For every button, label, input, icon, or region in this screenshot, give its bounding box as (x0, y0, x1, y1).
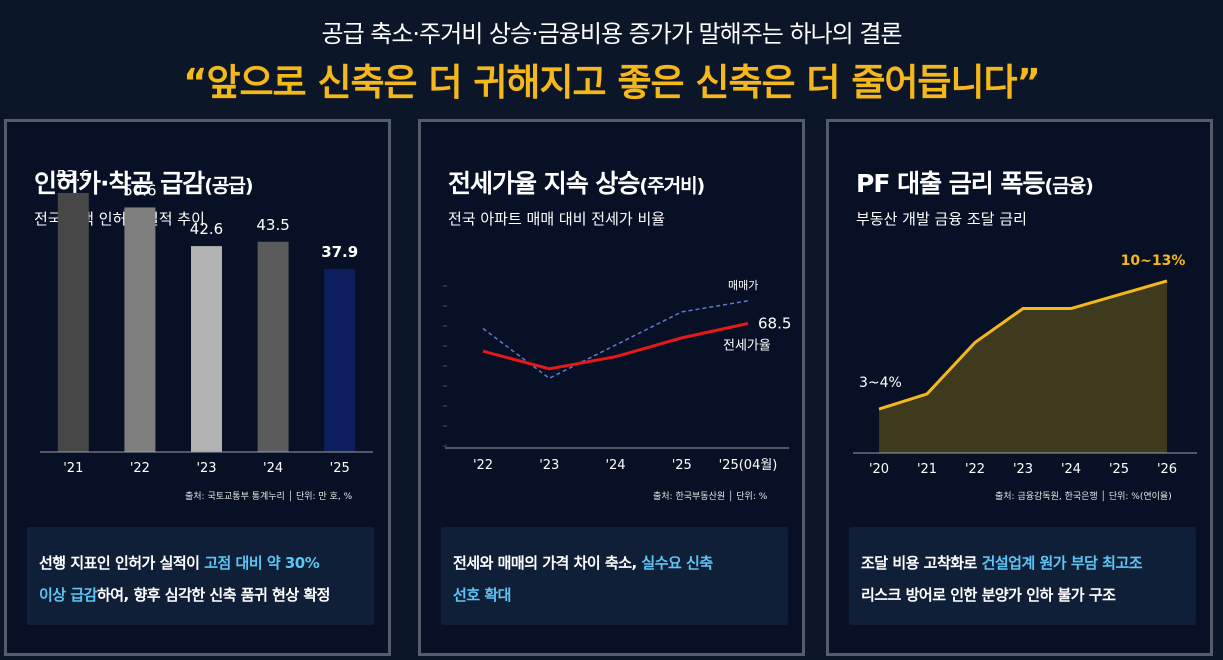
bar-value-label: 43.5 (256, 216, 289, 234)
bar-value-label: 50.6 (123, 181, 156, 199)
x-tick-label: '23 (196, 461, 216, 476)
series-line (878, 279, 1168, 411)
jeonse-ratio-line-chart: 매매가 68.5 전세가율 '22 '23 '24 '25 '25(04월) (443, 279, 791, 473)
series-line (482, 300, 749, 380)
panel-title: PF 대출 금리 폭등(금융) (856, 169, 1094, 198)
panel-title: 전세가율 지속 상승(주거비) (448, 169, 705, 198)
permit-bar-chart: 53.6 '21 50.6 '22 42.6 '23 43.5 '24 37.9 '25 (40, 167, 373, 476)
chart-source: 출처: 금융감독원, 한국은행 │ 단위: %(연이율) (995, 492, 1172, 502)
header-headline: “앞으로 신축은 더 귀해지고 좋은 신축은 더 줄어듭니다” (183, 61, 1041, 104)
bar (191, 246, 222, 452)
end-value-label: 68.5 (758, 315, 791, 333)
x-tick-label: '24 (605, 458, 625, 473)
x-tick-label: '24 (263, 461, 283, 476)
bar (257, 241, 289, 452)
bar (324, 268, 356, 452)
pf-rate-area-chart: 3~4% 10~13% '20 '21 '22 '23 '24 '25 '26 (853, 253, 1197, 477)
x-tick-label: '22 (965, 462, 985, 477)
panel-housing-cost: 전세가율 지속 상승(주거비) 전국 아파트 매매 대비 전세가 비율 매매가 6… (418, 119, 805, 656)
header-subtitle: 공급 축소·주거비 상승·금융비용 증가가 말해주는 하나의 결론 (321, 20, 902, 48)
x-tick-label: '23 (1013, 462, 1033, 477)
series-label: 전세가율 (723, 339, 771, 354)
panel-subtitle: 부동산 개발 금융 조달 금리 (856, 210, 1027, 228)
x-tick-label: '21 (917, 462, 937, 477)
bar (124, 207, 156, 452)
series-label: 매매가 (728, 279, 758, 292)
callout-box: 전세와 매매의 가격 차이 축소, 실수요 신축 선호 확대 (441, 527, 788, 625)
area-fill (879, 280, 1167, 453)
end-value-label: 10~13% (1121, 253, 1186, 269)
callout-box: 조달 비용 고착화로 건설업계 원가 부담 최고조 리스크 방어로 인한 분양가… (849, 527, 1196, 625)
x-tick-label: '20 (869, 462, 889, 477)
x-tick-label: '21 (63, 461, 83, 476)
bar-value-label: 42.6 (190, 220, 223, 238)
panel-finance: PF 대출 금리 폭등(금융) 부동산 개발 금융 조달 금리 3~4% 10~1… (826, 119, 1213, 656)
x-tick-label: '23 (539, 458, 559, 473)
bar (57, 192, 89, 452)
panel-supply: 인허가·착공 급감(공급) 전국 주택 인허가 실적 추이 53.6'21 50.… (4, 119, 391, 656)
x-tick-label: '25 (1109, 462, 1129, 477)
panel-subtitle: 전국 아파트 매매 대비 전세가 비율 (448, 210, 666, 228)
x-tick-label: '22 (130, 461, 150, 476)
x-tick-label: '26 (1157, 462, 1177, 477)
x-tick-label: '24 (1061, 462, 1081, 477)
bar-value-label: 37.9 (321, 243, 358, 261)
chart-source: 출처: 한국부동산원 │ 단위: % (653, 492, 768, 502)
x-tick-label: '22 (473, 458, 493, 473)
series-line (482, 322, 749, 371)
start-value-label: 3~4% (859, 375, 902, 391)
x-tick-label: '25(04월) (719, 458, 778, 473)
x-tick-label: '25 (330, 461, 350, 476)
x-tick-label: '25 (672, 458, 692, 473)
callout-box: 선행 지표인 인허가 실적이 고점 대비 약 30% 이상 급감하여, 향후 심… (27, 527, 374, 625)
bar-value-label: 53.6 (57, 167, 90, 185)
chart-source: 출처: 국토교통부 통계누리 │ 단위: 만 호, % (185, 492, 353, 502)
